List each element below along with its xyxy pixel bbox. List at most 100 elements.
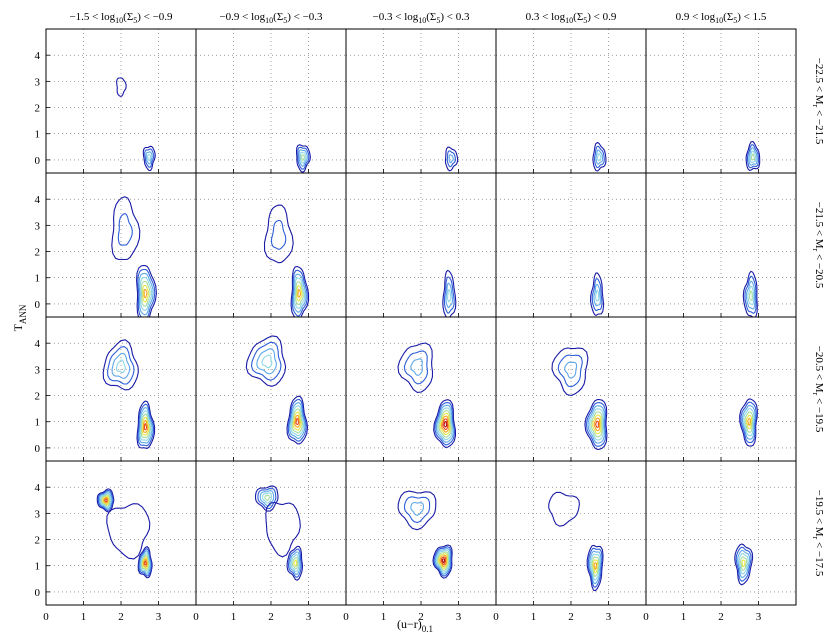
x-tick-label: 2	[268, 611, 274, 623]
contour-line	[435, 549, 450, 573]
contour-line	[139, 276, 153, 311]
contour-blob	[102, 339, 139, 391]
contour-line	[745, 414, 753, 430]
contour-line	[597, 153, 602, 162]
contour-line	[403, 350, 428, 385]
contour-line	[292, 411, 302, 431]
panel-r2-c1: 0 1 2 3 4	[35, 172, 197, 324]
panel-r4-c2: 0 1 2 3	[193, 460, 347, 623]
contour-line	[590, 553, 601, 581]
y-tick-label: 2	[35, 535, 41, 547]
row-titles: −22.5 < Mr < −21.5 −21.5 < Mr < −20.5 −20.…	[811, 58, 825, 577]
contour-line	[592, 414, 602, 435]
panel-r3-c1: 0 1 2 3 4	[35, 316, 197, 462]
contour-line	[445, 282, 454, 309]
row-title-3: −20.5 < Mr < −19.5	[811, 346, 825, 433]
contour-blob	[295, 144, 311, 173]
contour-line	[99, 492, 112, 509]
contour-line	[403, 496, 431, 524]
contour-blob	[111, 196, 141, 261]
row-title-4: −19.5 < Mr < −17.5	[811, 490, 825, 577]
contour-line	[102, 495, 110, 506]
contour-line	[738, 552, 749, 575]
contour-line	[97, 489, 114, 512]
contour-line	[440, 415, 450, 433]
contour-line	[137, 403, 155, 447]
x-tick-label: 2	[718, 611, 724, 623]
contour-line	[142, 284, 150, 303]
contour-line	[136, 265, 157, 324]
contour-line	[564, 361, 578, 379]
contour-line	[107, 346, 135, 385]
x-tick-label: 3	[306, 611, 312, 623]
contour-line	[444, 146, 459, 172]
contour-blob	[116, 77, 127, 97]
contour-line	[439, 554, 447, 567]
contour-line	[287, 548, 302, 578]
panel-r3-c3	[345, 316, 497, 462]
contour-line	[747, 417, 751, 426]
contour-line	[442, 269, 457, 320]
contour-line	[748, 147, 758, 166]
y-tick-label: 0	[35, 587, 41, 599]
panel-r1-c3	[345, 28, 497, 174]
contour-line	[432, 544, 453, 579]
x-tick-label: 2	[568, 611, 574, 623]
contour-line	[290, 554, 300, 573]
contour-line	[256, 348, 277, 375]
x-tick-label: 0	[43, 611, 49, 623]
contour-blob	[265, 501, 301, 558]
contour-line	[142, 419, 149, 433]
contour-line	[592, 141, 607, 172]
contour-line	[137, 546, 153, 579]
panel-r2-c5	[645, 172, 797, 319]
contour-line	[295, 144, 311, 173]
contour-line	[250, 341, 282, 381]
contour-line	[590, 272, 605, 316]
contour-line	[437, 407, 453, 441]
contour-line	[297, 146, 310, 170]
y-tick-label: 2	[35, 247, 41, 259]
contour-line	[439, 412, 451, 436]
contour-line	[748, 290, 753, 301]
y-tick-label: 3	[35, 76, 41, 88]
contour-blob	[551, 347, 589, 397]
contour-line	[442, 418, 449, 431]
column-title-3: −0.3 < log10(Σ5) < 0.3	[373, 11, 470, 25]
contour-blob	[590, 272, 605, 316]
contour-line	[446, 150, 456, 168]
contour-line	[435, 404, 454, 443]
contour-line	[557, 354, 583, 388]
contour-line	[446, 289, 452, 303]
contour-line	[136, 400, 156, 449]
contour-blob	[96, 488, 115, 513]
contour-line	[141, 416, 150, 436]
contour-blob	[142, 145, 156, 172]
contour-line	[265, 501, 301, 558]
contour-line	[142, 556, 149, 570]
contour-line	[750, 153, 755, 161]
panel-r3-c4	[495, 316, 647, 462]
y-tick-label: 3	[35, 364, 41, 376]
y-tick-label: 2	[35, 103, 41, 115]
contour-line	[434, 547, 451, 575]
contour-blob	[137, 546, 153, 579]
panel-r2-c2	[195, 172, 347, 321]
x-tick-label: 0	[643, 611, 649, 623]
contour-line	[590, 411, 603, 438]
contour-line	[143, 560, 147, 566]
contour-line	[588, 408, 604, 441]
x-tick-label: 1	[531, 611, 537, 623]
y-tick-label: 0	[35, 443, 41, 455]
contour-line	[749, 150, 757, 164]
panel-r1-c1: 0 1 2 3 4	[35, 28, 197, 174]
contour-line	[140, 413, 151, 439]
contour-line	[293, 559, 298, 567]
contour-blob	[136, 265, 157, 324]
contour-blob	[286, 395, 309, 445]
y-tick-label: 1	[35, 129, 41, 141]
contour-line	[143, 423, 148, 431]
contour-blob	[548, 491, 580, 527]
axis-labels: (u−r)0.1 TANN	[11, 304, 433, 634]
contour-line	[290, 265, 310, 321]
